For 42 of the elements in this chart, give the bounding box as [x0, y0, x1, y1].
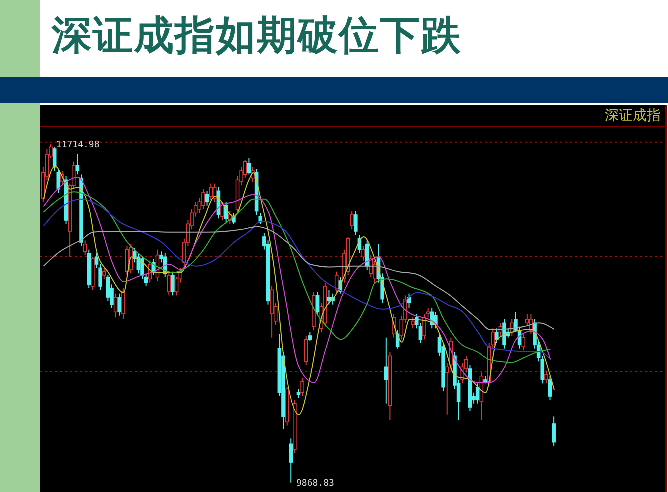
candlestick: [316, 292, 320, 314]
candlestick: [129, 244, 133, 274]
candlestick: [304, 336, 308, 366]
candlestick: [209, 183, 213, 201]
chart-title: 深证成指如期破位下跌: [52, 11, 462, 61]
candlestick: [548, 376, 552, 401]
candlestick: [202, 188, 206, 210]
candlestick: [334, 271, 339, 294]
candlestick: [411, 317, 415, 330]
candlestick: [296, 388, 301, 399]
candlestick: [213, 183, 217, 203]
candlestick: [327, 290, 332, 306]
candlestick: [167, 271, 172, 296]
candlestick: [270, 286, 274, 338]
candlestick: [434, 312, 438, 330]
candlestick: [544, 370, 548, 384]
candlestick: [522, 334, 526, 352]
candlestick: [362, 246, 366, 262]
annotation: 9868.83: [296, 479, 334, 490]
candlestick: [56, 168, 61, 194]
candlestick: [220, 202, 224, 221]
candlestick: [495, 328, 499, 344]
candlestick: [171, 271, 175, 296]
candlestick: [300, 378, 304, 397]
candlestick: [118, 293, 122, 316]
candlestick: [354, 210, 358, 236]
candlestick: [350, 210, 354, 230]
candlestick: [422, 314, 426, 340]
candlestick: [384, 337, 388, 404]
text: 深证成指: [605, 107, 661, 125]
candlestick: [102, 268, 106, 280]
candlestick: [552, 416, 556, 446]
candlestick: [83, 240, 88, 256]
candlestick: [114, 293, 118, 318]
candlestick: [122, 288, 126, 320]
candlestick: [205, 190, 210, 206]
candlestick: [502, 319, 506, 350]
candlestick: [289, 438, 294, 484]
annotation: 11714.98: [56, 140, 100, 151]
candlestick: [476, 383, 480, 404]
candlestick: [308, 332, 312, 342]
candlestick: [76, 154, 80, 176]
